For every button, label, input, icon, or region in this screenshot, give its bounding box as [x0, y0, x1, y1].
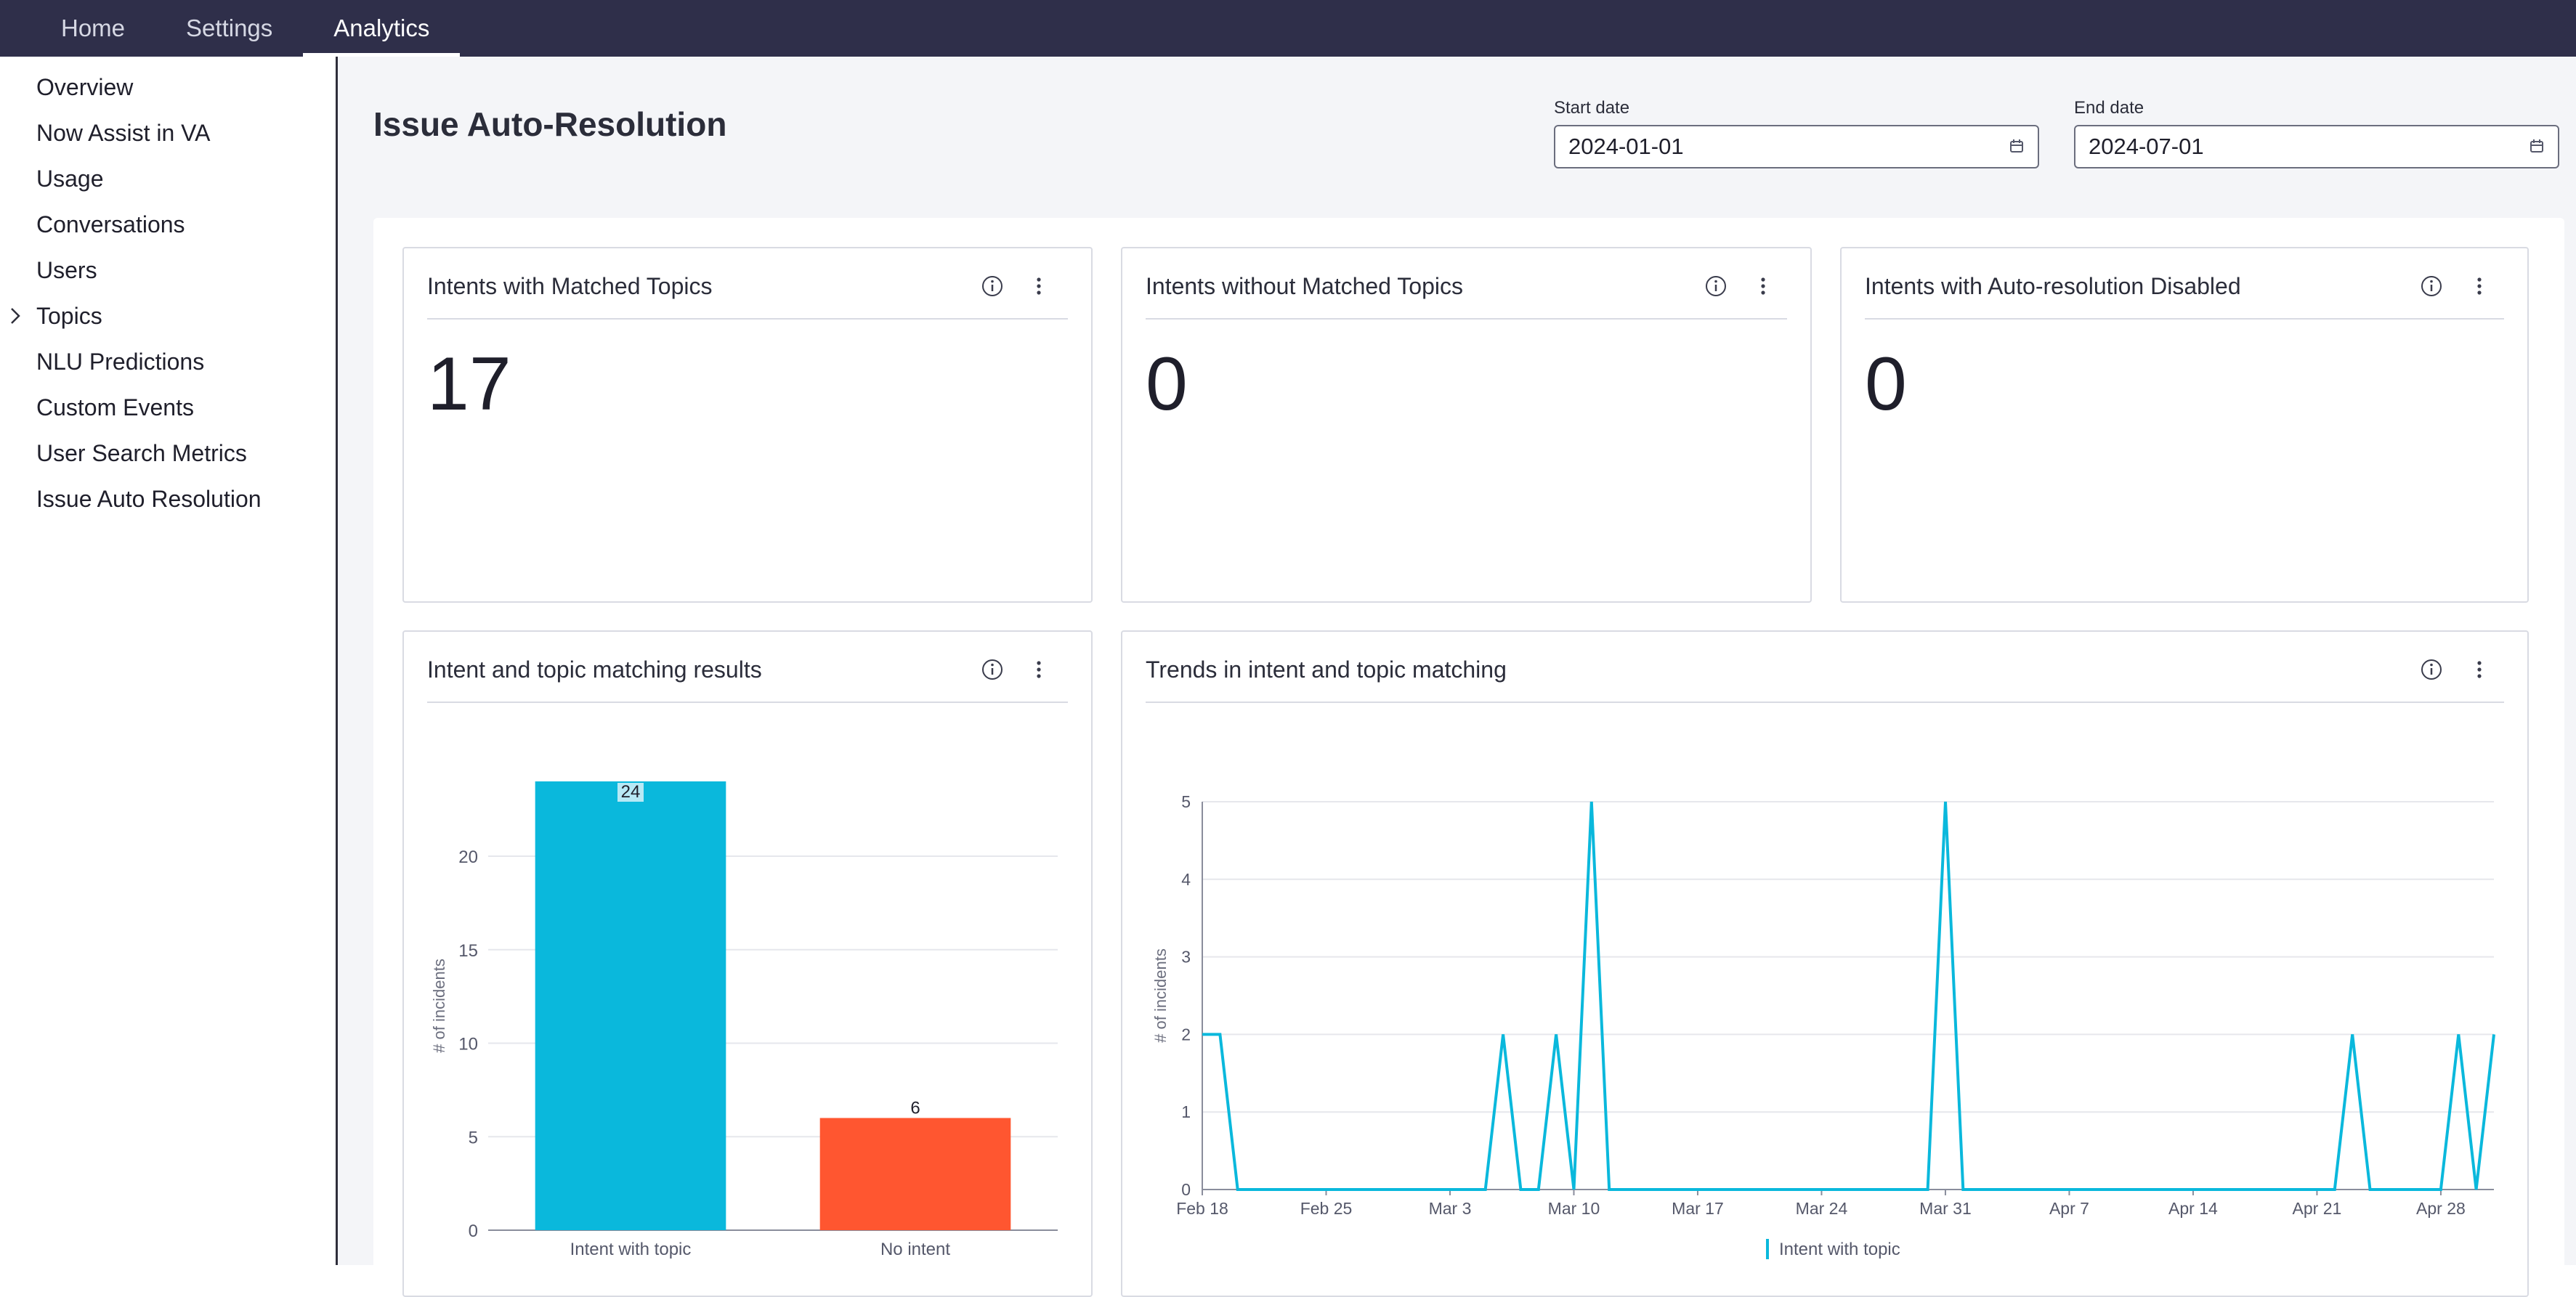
kpi-value: 0 [1865, 342, 1907, 426]
x-tick-label: Intent with topic [570, 1240, 692, 1259]
sidebar-item-nlu-predictions[interactable]: NLU Predictions [36, 349, 205, 375]
page-title: Issue Auto-Resolution [373, 105, 727, 143]
end-date-input[interactable]: 2024-07-01 [2074, 125, 2559, 168]
kpi-value: 0 [1146, 342, 1188, 426]
card-divider [427, 318, 1068, 320]
x-tick-label: Apr 28 [2416, 1199, 2466, 1218]
tab-analytics[interactable]: Analytics [303, 0, 461, 57]
kpi-card-matched: Intents with Matched Topics 17 [402, 247, 1093, 603]
end-date-label: End date [2074, 98, 2144, 118]
series-line[interactable] [1202, 801, 2495, 1191]
x-tick-label: Mar 24 [1796, 1199, 1848, 1218]
card-divider [427, 702, 1068, 703]
x-tick-label: Mar 17 [1672, 1199, 1724, 1218]
kpi-value: 17 [427, 342, 511, 426]
legend-swatch [1766, 1239, 1769, 1259]
bar[interactable] [819, 1118, 1011, 1231]
sidebar: Overview Now Assist in VA Usage Conversa… [0, 57, 338, 1265]
x-tick-label: Apr 21 [2293, 1199, 2342, 1218]
calendar-icon[interactable] [2529, 134, 2545, 160]
calendar-icon[interactable] [2009, 134, 2025, 160]
y-tick-label: 0 [469, 1221, 478, 1241]
data-label: 24 [621, 782, 641, 802]
start-date-value: 2024-01-01 [1568, 134, 1684, 159]
info-icon[interactable] [2420, 275, 2443, 298]
sidebar-item-topics[interactable]: Topics [36, 303, 102, 329]
x-tick-label: Feb 25 [1300, 1199, 1353, 1218]
y-axis-label: # of incidents [430, 959, 448, 1053]
chart-title: Trends in intent and topic matching [1146, 656, 1507, 683]
tab-home[interactable]: Home [61, 15, 126, 41]
tab-settings[interactable]: Settings [186, 15, 273, 41]
x-tick-label: Apr 14 [2168, 1199, 2218, 1218]
y-tick-label: 20 [458, 847, 478, 867]
x-tick-label: Feb 18 [1176, 1199, 1228, 1218]
sidebar-item-overview[interactable]: Overview [36, 74, 134, 100]
more-vertical-icon[interactable] [1027, 275, 1050, 298]
more-vertical-icon[interactable] [2468, 275, 2491, 298]
top-nav: Home Settings Analytics [0, 0, 2576, 57]
card-divider [1146, 318, 1787, 320]
info-icon[interactable] [2420, 658, 2443, 681]
kpi-card-title: Intents without Matched Topics [1146, 273, 1463, 299]
sidebar-item-now-assist[interactable]: Now Assist in VA [36, 120, 211, 146]
x-tick-label: Apr 7 [2049, 1199, 2089, 1218]
kpi-card-title: Intents with Auto-resolution Disabled [1865, 273, 2241, 299]
more-vertical-icon[interactable] [1751, 275, 1775, 298]
legend-label[interactable]: Intent with topic [1779, 1240, 1900, 1259]
card-divider [1865, 318, 2504, 320]
sidebar-item-issue-auto-resolution[interactable]: Issue Auto Resolution [36, 486, 262, 512]
kpi-card-unmatched: Intents without Matched Topics 0 [1121, 247, 1812, 603]
y-axis-label: # of incidents [1151, 948, 1170, 1043]
x-tick-label: Mar 31 [1919, 1199, 1972, 1218]
line-chart-card: Trends in intent and topic matching 0 1 2 3… [1121, 630, 2529, 1297]
y-tick-label: 3 [1181, 948, 1191, 967]
end-date-value: 2024-07-01 [2089, 134, 2204, 159]
y-tick-label: 5 [1181, 792, 1191, 811]
bar[interactable] [535, 781, 726, 1230]
kpi-card-title: Intents with Matched Topics [427, 273, 713, 299]
x-tick-label: No intent [880, 1240, 950, 1259]
main-content: Issue Auto-Resolution Start date 2024-01… [338, 57, 2576, 1297]
y-tick-label: 10 [458, 1035, 478, 1054]
chart-title: Intent and topic matching results [427, 656, 762, 683]
y-tick-label: 2 [1181, 1025, 1191, 1044]
y-tick-label: 0 [1181, 1180, 1191, 1199]
y-tick-label: 15 [458, 941, 478, 961]
bar-chart-card: Intent and topic matching results 0 5 10 15… [402, 630, 1093, 1297]
sidebar-item-conversations[interactable]: Conversations [36, 211, 185, 237]
data-label: 6 [910, 1099, 920, 1118]
card-divider [1146, 702, 2504, 703]
x-tick-label: Mar 10 [1548, 1199, 1600, 1218]
y-tick-label: 4 [1181, 870, 1191, 889]
start-date-label: Start date [1554, 98, 1630, 118]
start-date-input[interactable]: 2024-01-01 [1554, 125, 2039, 168]
sidebar-item-usage[interactable]: Usage [36, 166, 104, 192]
x-tick-label: Mar 3 [1429, 1199, 1472, 1218]
chevron-right-icon[interactable] [4, 305, 26, 327]
info-icon[interactable] [981, 275, 1004, 298]
y-tick-label: 5 [469, 1128, 478, 1147]
line-chart: 0 1 2 3 4 5 Feb 18 Feb 25 Mar 3 Mar 10 Mar 17 Mar 2… [1151, 792, 2495, 1259]
sidebar-item-custom-events[interactable]: Custom Events [36, 394, 194, 420]
more-vertical-icon[interactable] [2468, 658, 2491, 681]
info-icon[interactable] [1704, 275, 1728, 298]
more-vertical-icon[interactable] [1027, 658, 1050, 681]
kpi-card-disabled: Intents with Auto-resolution Disabled 0 [1840, 247, 2529, 603]
bar-chart: 0 5 10 15 20 # of incidents 24 Intent with topi… [430, 781, 1058, 1259]
y-tick-label: 1 [1181, 1102, 1191, 1121]
sidebar-item-users[interactable]: Users [36, 257, 97, 283]
sidebar-item-user-search-metrics[interactable]: User Search Metrics [36, 440, 247, 466]
data-label-bg [617, 783, 644, 802]
info-icon[interactable] [981, 658, 1004, 681]
